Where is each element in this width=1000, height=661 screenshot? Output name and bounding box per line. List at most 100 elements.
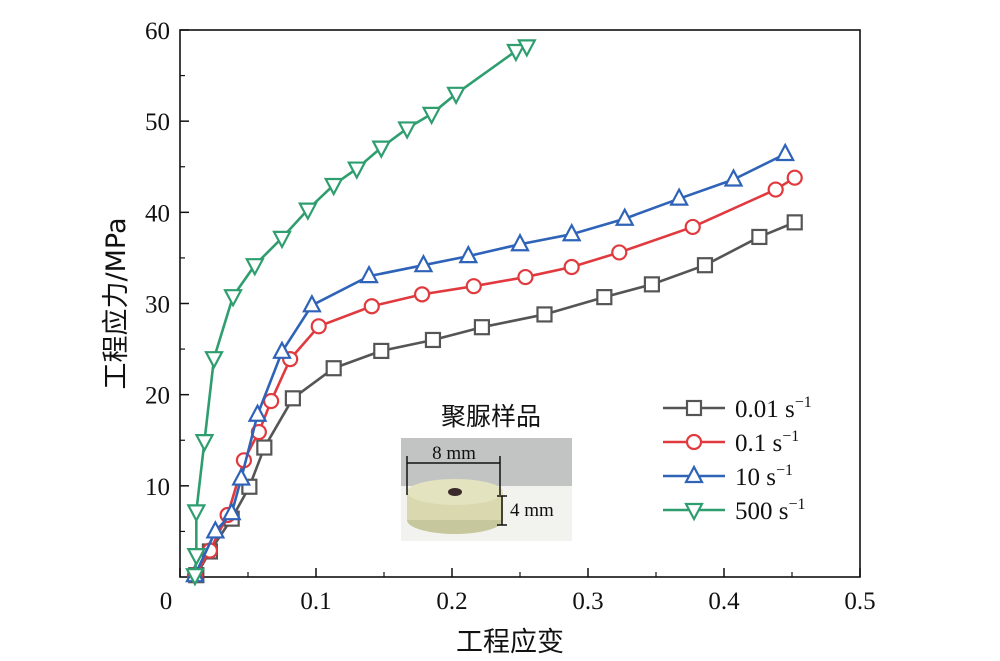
legend-label-text: 0.01 s (735, 396, 795, 423)
legend-item: 500 s−1 (663, 496, 806, 525)
legend-label: 0.1 s−1 (735, 428, 799, 457)
data-point (231, 467, 252, 486)
x-tick-label: 0.3 (572, 588, 603, 615)
legend-item: 0.01 s−1 (663, 394, 812, 423)
y-tick-label: 60 (145, 18, 170, 45)
height-label: 4 mm (510, 500, 554, 521)
series-layer (185, 39, 803, 587)
data-point (397, 121, 417, 140)
data-point (298, 202, 318, 221)
y-axis-title: 工程应力/MPa (101, 217, 132, 389)
series-3 (185, 39, 537, 587)
width-label: 8 mm (432, 443, 476, 464)
legend-label-text: 500 s (735, 498, 788, 525)
series-2 (185, 142, 796, 583)
width-dimension (406, 456, 501, 495)
data-point (506, 43, 526, 63)
data-point (310, 318, 327, 335)
height-dimension (497, 495, 507, 526)
data-point (373, 342, 390, 360)
data-point (186, 548, 207, 567)
legend-label: 10 s−1 (735, 462, 793, 491)
x-axis-title: 工程应变 (456, 627, 564, 658)
data-point (325, 360, 342, 377)
data-point (446, 86, 466, 106)
data-point (186, 504, 207, 523)
legend-item: 0.1 s−1 (663, 428, 799, 457)
data-point (561, 222, 582, 242)
x-tick-label: 0.5 (844, 588, 875, 615)
axes: 0 0.1 0.2 0.3 0.4 0.5 10 20 30 40 50 60 工程应变 工程应力/MPa (101, 18, 876, 658)
data-point (346, 161, 367, 180)
sample-inset: 聚脲样品 8 mm 4 mm (401, 402, 572, 541)
legend-label-exponent: −1 (782, 428, 799, 445)
y-tick-label: 40 (145, 200, 170, 227)
legend-marker (685, 433, 703, 451)
data-point (424, 331, 442, 349)
data-point (684, 218, 701, 236)
data-point (723, 168, 744, 187)
legend-label-text: 0.1 s (735, 430, 782, 457)
data-point (517, 268, 534, 286)
legend-label-exponent: −1 (776, 462, 793, 479)
data-point (247, 403, 268, 422)
data-point (413, 253, 434, 273)
data-point (696, 257, 714, 274)
y-tick-label: 30 (145, 292, 170, 319)
legend-marker (684, 502, 704, 522)
data-point (185, 568, 205, 587)
data-point (359, 264, 379, 284)
data-point (775, 142, 796, 162)
data-point (302, 293, 322, 313)
data-point (221, 501, 242, 521)
data-point (205, 520, 226, 539)
data-point (536, 306, 553, 323)
data-point (669, 187, 689, 206)
data-point (284, 390, 301, 407)
data-point (256, 439, 273, 456)
legend-label-exponent: −1 (788, 496, 805, 513)
data-point (421, 106, 442, 126)
y-tick-label: 10 (145, 474, 170, 501)
data-point (596, 289, 613, 306)
legend-label: 0.01 s−1 (735, 394, 812, 423)
data-point (516, 39, 537, 58)
data-point (413, 286, 431, 303)
data-point (458, 244, 479, 264)
legend-marker (684, 464, 704, 484)
data-point (194, 434, 215, 453)
data-point (751, 228, 768, 246)
data-point (767, 181, 784, 198)
data-point (786, 169, 803, 186)
legend-label-exponent: −1 (795, 394, 812, 411)
data-point (272, 230, 292, 250)
data-point (371, 140, 392, 159)
legend-label: 500 s−1 (735, 496, 806, 525)
data-point (323, 177, 344, 197)
series-0 (188, 214, 803, 584)
data-point (204, 351, 224, 370)
data-point (263, 392, 280, 410)
data-point (786, 214, 803, 231)
legend-label-text: 10 s (735, 464, 776, 491)
data-point (223, 289, 243, 308)
legend-item: 10 s−1 (663, 462, 793, 491)
data-point (614, 207, 635, 226)
data-point (473, 319, 491, 336)
data-point (510, 232, 530, 252)
y-tick-label: 20 (145, 383, 170, 410)
data-point (465, 278, 482, 295)
series-line (193, 152, 786, 576)
y-tick-label: 50 (145, 109, 170, 136)
x-tick-label: 0.1 (300, 588, 331, 615)
series-line (195, 221, 796, 576)
inset-title: 聚脲样品 (441, 402, 541, 431)
x-tick-label: 0 (160, 588, 173, 615)
sample-photo (401, 438, 572, 541)
legend-marker (685, 399, 703, 417)
data-point (272, 340, 292, 359)
x-tick-label: 0.2 (436, 588, 467, 615)
data-point (563, 258, 580, 276)
